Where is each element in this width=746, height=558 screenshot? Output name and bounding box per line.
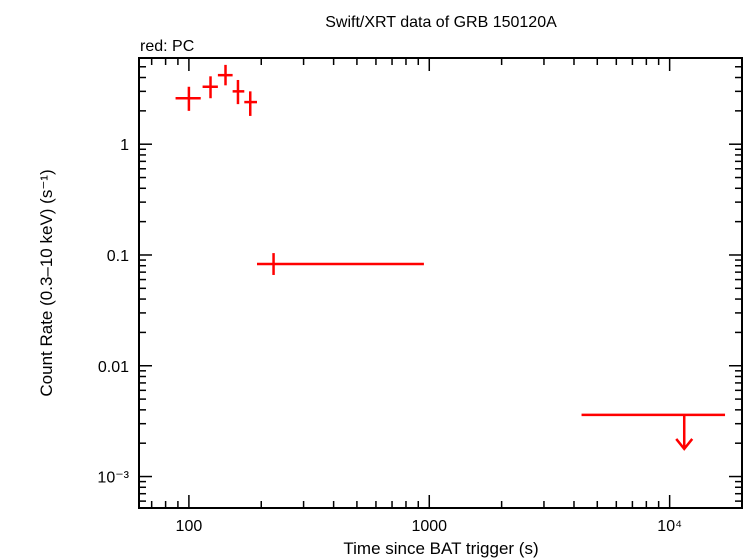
chart-subtitle: red: PC bbox=[140, 38, 194, 55]
x-axis-label: Time since BAT trigger (s) bbox=[343, 539, 538, 558]
data-point bbox=[244, 91, 257, 116]
data-point bbox=[217, 64, 233, 86]
y-tick-label: 1 bbox=[120, 137, 129, 154]
y-tick-label: 0.01 bbox=[98, 359, 129, 376]
x-axis-ticks bbox=[150, 58, 743, 508]
y-axis-tick-labels: 1 0.1 0.01 10⁻³ bbox=[97, 137, 129, 486]
y-axis-label: Count Rate (0.3–10 keV) (s⁻¹) bbox=[37, 169, 56, 396]
y-tick-label: 0.1 bbox=[107, 248, 129, 265]
x-axis-tick-labels: 100 1000 10⁴ bbox=[176, 518, 683, 535]
y-tick-label: 10⁻³ bbox=[97, 470, 129, 487]
upper-limit-point bbox=[581, 413, 726, 451]
x-tick-label: 100 bbox=[176, 518, 203, 535]
plot-frame bbox=[138, 57, 743, 509]
upper-limit-arrow-head bbox=[675, 438, 694, 451]
x-tick-label: 10⁴ bbox=[657, 518, 682, 535]
x-tick-label: 1000 bbox=[411, 518, 447, 535]
chart-title: Swift/XRT data of GRB 150120A bbox=[325, 14, 557, 31]
data-point bbox=[256, 253, 424, 275]
y-axis-ticks bbox=[139, 57, 742, 502]
data-point bbox=[175, 86, 201, 111]
data-point bbox=[202, 76, 218, 99]
data-points bbox=[175, 64, 726, 451]
data-point bbox=[232, 79, 245, 105]
